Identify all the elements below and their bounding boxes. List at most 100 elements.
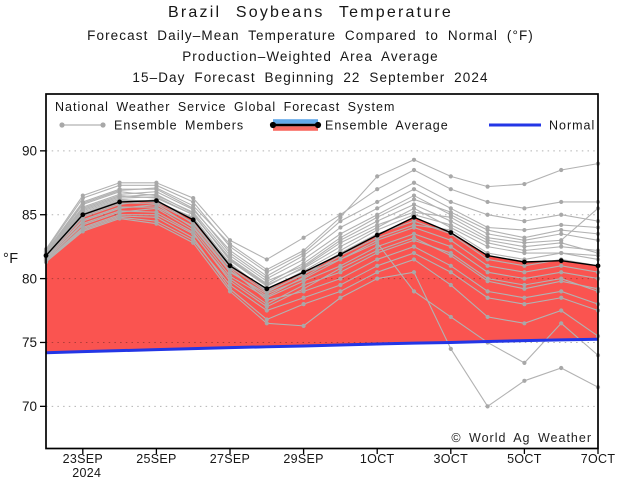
ensemble-member-dot: [522, 295, 527, 300]
ensemble-average-dot: [301, 269, 306, 275]
ensemble-member-dot: [411, 187, 417, 192]
ensemble-member-dot: [227, 242, 233, 247]
ensemble-member-dot: [80, 207, 85, 212]
ensemble-average-dot: [485, 253, 490, 259]
legend-label-ensemble-average: Ensemble Average: [325, 119, 449, 133]
ensemble-member-dot: [485, 235, 490, 240]
ensemble-member-dot: [191, 230, 196, 235]
ensemble-member-dot: [522, 321, 527, 326]
ensemble-member-dot: [338, 240, 343, 245]
ensemble-member-dot: [375, 227, 380, 233]
legend-average-dot: [314, 121, 322, 129]
ensemble-member-line: [45, 217, 599, 408]
ensemble-member-dot: [191, 196, 196, 201]
ensemble-member-dot: [522, 181, 527, 187]
ensemble-member-dot: [264, 294, 269, 299]
ensemble-member-dot: [559, 279, 564, 284]
ensemble-member-dot: [375, 240, 380, 245]
ensemble-member-dot: [375, 257, 380, 262]
ensemble-member-dot: [117, 180, 122, 185]
ensemble-member-dot: [375, 276, 380, 281]
ensemble-member-dot: [522, 282, 527, 288]
ensemble-member-dot: [227, 273, 233, 279]
legend-label-normal: Normal: [549, 119, 595, 133]
y-tick-label: 70: [22, 399, 37, 414]
ensemble-member-line: [45, 196, 599, 285]
x-tick-year-label: 2024: [72, 466, 101, 480]
ensemble-member-dot: [522, 360, 527, 366]
ensemble-member-dot: [522, 263, 527, 268]
ensemble-member-dot: [522, 248, 527, 253]
ensemble-average-dot: [522, 259, 527, 265]
ensemble-member-dot: [559, 199, 564, 205]
legend-average-dot: [269, 121, 277, 129]
normal-line-layer: [45, 337, 599, 355]
ensemble-member-line: [45, 203, 599, 295]
ensemble-member-dot: [227, 268, 233, 274]
ensemble-member-dot: [338, 282, 343, 288]
ensemble-member-dot: [411, 250, 417, 256]
ensemble-average-layer: [43, 198, 601, 292]
ensemble-member-dot: [448, 244, 453, 249]
ensemble-member-dot: [522, 235, 527, 240]
ensemble-average-dot: [558, 258, 564, 264]
ensemble-member-dot: [301, 253, 306, 258]
ensemble-member-dot: [264, 321, 269, 326]
x-tick-label: 1OCT: [360, 452, 395, 466]
ensemble-member-dot: [227, 289, 233, 294]
ensemble-member-dot: [448, 219, 453, 224]
chart-subtitle-3: 15–Day Forecast Beginning 22 September 2…: [132, 70, 489, 85]
ensemble-member-dot: [301, 279, 306, 284]
ensemble-member-dot: [375, 244, 380, 249]
ensemble-member-dot: [448, 187, 453, 192]
ensemble-member-dot: [338, 295, 343, 300]
ensemble-member-dot: [301, 248, 306, 253]
ensemble-member-dot: [301, 257, 306, 262]
ensemble-average-line: [45, 199, 599, 290]
ensemble-member-dot: [448, 215, 453, 220]
ensemble-member-dot: [448, 238, 453, 243]
ensemble-member-dot: [301, 282, 306, 288]
ensemble-member-dot: [411, 206, 417, 211]
ensemble-member-dot: [485, 227, 490, 233]
ensemble-member-dot: [485, 244, 490, 249]
ensemble-member-line: [45, 191, 599, 282]
y-tick-label: 85: [22, 207, 37, 222]
ensemble-member-dot: [301, 261, 306, 266]
ensemble-member-dot: [264, 308, 269, 313]
ensemble-member-dot: [264, 267, 269, 272]
ensemble-member-dot: [338, 289, 343, 294]
ensemble-member-dot: [154, 180, 159, 185]
ensemble-member-dot: [154, 192, 159, 197]
ensemble-member-dot: [485, 404, 490, 409]
ensemble-member-dot: [522, 270, 527, 275]
ensemble-member-dot: [411, 180, 417, 185]
x-tick-label: 25SEP: [136, 452, 176, 466]
ensemble-member-dot: [559, 365, 564, 371]
ensemble-member-dot: [448, 346, 453, 351]
ensemble-member-dot: [411, 167, 417, 173]
ensemble-member-dot: [522, 276, 527, 281]
ensemble-member-dot: [485, 263, 490, 268]
x-tick-label: 3OCT: [434, 452, 469, 466]
ensemble-member-dot: [485, 184, 490, 189]
x-tick-label: 5OCT: [507, 452, 542, 466]
ensemble-member-dot: [375, 219, 380, 224]
ensemble-member-dot: [411, 289, 417, 294]
ensemble-member-line: [45, 195, 599, 286]
ensemble-member-dot: [411, 231, 417, 236]
ensemble-member-dot: [448, 210, 453, 215]
ensemble-member-dot: [338, 244, 343, 249]
ensemble-member-dot: [485, 240, 490, 245]
ensemble-member-dot: [411, 210, 417, 215]
ensemble-member-dot: [485, 295, 490, 300]
ensemble-member-dot: [80, 201, 85, 206]
ensemble-member-dot: [301, 323, 306, 328]
ensemble-member-dot: [301, 264, 306, 270]
legend-member-dot: [59, 122, 65, 128]
ensemble-member-dot: [338, 270, 343, 275]
ensemble-member-dot: [338, 248, 343, 253]
ensemble-member-dot: [264, 317, 269, 322]
ensemble-average-dot: [411, 214, 417, 220]
